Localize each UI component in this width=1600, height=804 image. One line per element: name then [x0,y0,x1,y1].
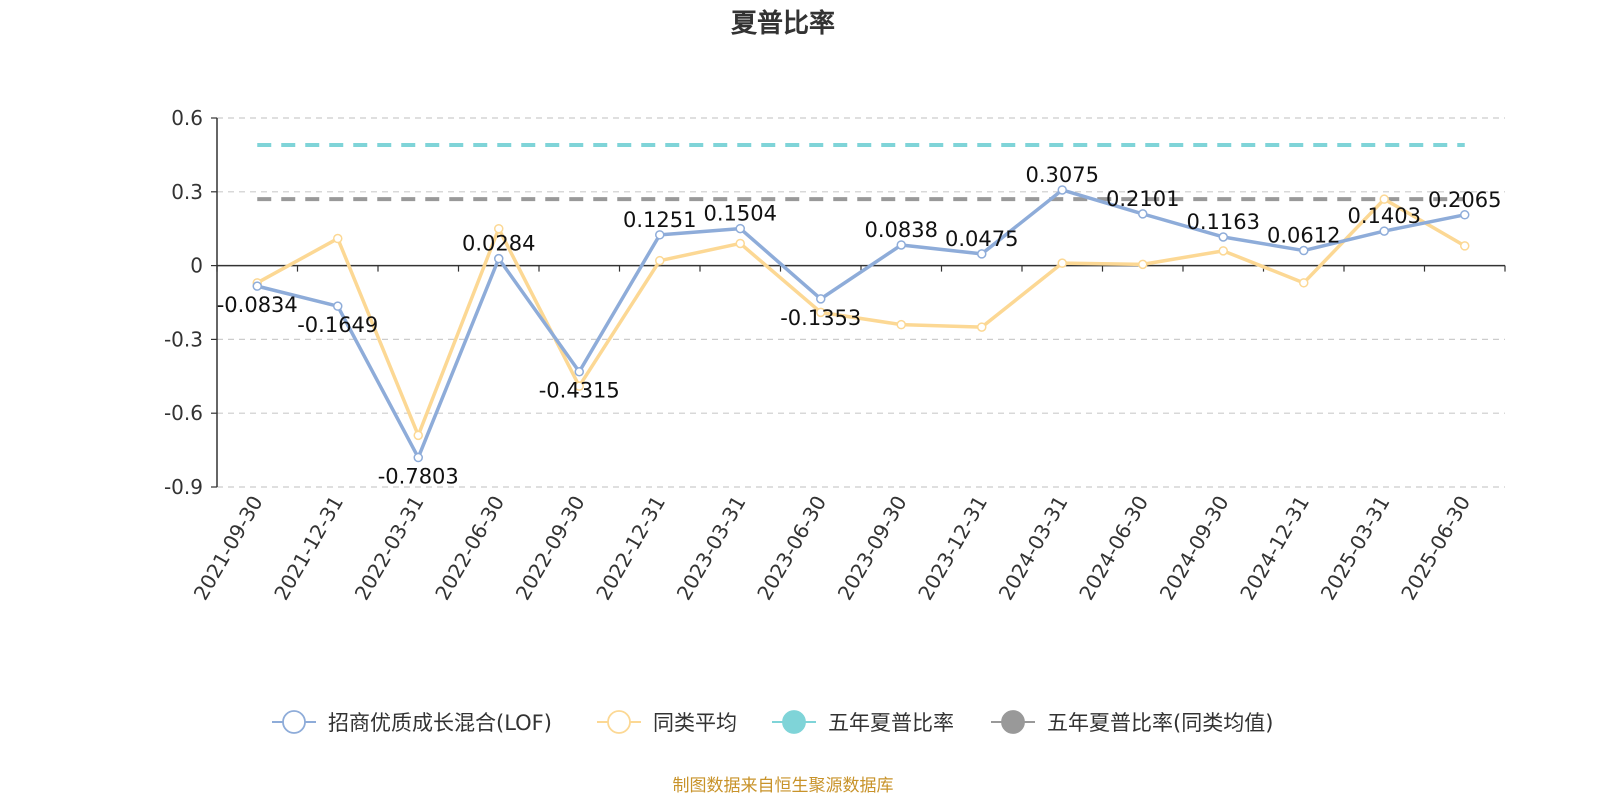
x-tick-label: 2021-09-30 [189,492,268,605]
series-point-0 [1379,226,1389,236]
data-label: -0.4315 [539,379,620,403]
x-tick-label: 2024-03-31 [994,492,1073,605]
series-point-1 [1138,259,1148,270]
series-line-1 [256,197,1466,438]
x-tick-label: 2023-09-30 [833,492,912,605]
series-point-0 [1218,232,1228,242]
reference-lines [257,143,1465,202]
series-point-0 [1299,245,1309,256]
series-lines [252,185,1470,463]
data-label: 0.0612 [1267,224,1340,248]
y-tick-label: -0.6 [164,401,203,425]
y-tick-label: 0.3 [171,180,203,204]
series-point-0 [494,253,504,264]
legend-marker [607,710,631,734]
series-point-0 [1057,185,1067,195]
x-tick-label: 2025-06-30 [1396,492,1475,605]
data-labels: -0.0834-0.1649 -0.7803 0.0284 -0.4315 0.1251… [217,163,1502,489]
legend-label: 五年夏普比率 [828,711,954,735]
series-point-1 [977,322,987,332]
series-point-1 [1379,194,1389,204]
series-point-1 [1057,258,1067,268]
legend-item-1[interactable]: 同类平均 [597,710,737,735]
data-label: -0.7803 [378,465,459,489]
x-tick-label: 2022-03-31 [350,492,429,605]
series-point-0 [655,230,665,240]
legend-label: 招商优质成长混合(LOF) [328,711,552,735]
x-tick-label: 2023-03-31 [672,492,751,605]
series-point-0 [252,281,262,291]
chart-title: 夏普比率 [731,8,835,39]
data-label: 0.1163 [1187,210,1260,234]
series-point-1 [413,430,423,441]
series-point-0 [816,294,826,304]
x-tick-label: 2022-12-31 [591,492,670,605]
series-point-1 [333,233,343,244]
x-tick-label: 2023-12-31 [913,492,992,605]
y-tick-label: 0 [190,254,203,278]
data-label: 0.1403 [1348,204,1421,228]
legend-marker [1001,710,1025,734]
data-label: 0.2101 [1106,187,1179,211]
series-point-1 [655,255,665,266]
legend-marker [782,710,806,734]
data-label: 0.0284 [462,232,535,256]
series-point-1 [1299,278,1309,288]
series-point-0 [1460,210,1470,220]
series-point-1 [735,238,745,249]
x-tick-label: 2022-06-30 [430,492,509,605]
grid-lines [217,117,1505,488]
x-tick-label: 2022-09-30 [511,492,590,605]
legend-label: 同类平均 [653,711,737,735]
series-point-0 [1138,209,1148,219]
series-point-1 [896,319,906,330]
series-point-1 [574,381,584,391]
series-point-0 [896,240,906,250]
series-point-0 [413,452,423,463]
source-note: 制图数据来自恒生聚源数据库 [673,776,894,796]
legend-label: 五年夏普比率(同类均值) [1047,711,1273,735]
axes [216,118,1505,487]
data-label: 0.0838 [865,218,938,242]
series-point-0 [333,301,343,311]
series-point-0 [735,223,745,234]
data-label: 0.3075 [1026,163,1099,187]
legend-item-0[interactable]: 招商优质成长混合(LOF) [272,710,552,735]
x-tick-label: 2024-12-31 [1235,492,1314,605]
data-label: -0.1353 [780,306,861,330]
series-point-0 [574,366,584,377]
x-tick-label: 2024-09-30 [1155,492,1234,605]
data-label: 0.1251 [623,208,696,232]
legend-marker [282,710,306,734]
data-label: 0.0475 [945,227,1018,251]
legend-item-3[interactable]: 五年夏普比率(同类均值) [991,710,1273,735]
x-tick-label: 2025-03-31 [1316,492,1395,605]
data-label: 0.1504 [704,202,777,226]
series-point-1 [1460,241,1470,251]
series-point-1 [494,223,504,234]
y-tick-label: -0.3 [164,327,203,351]
x-tick-label: 2021-12-31 [269,492,348,605]
series-point-0 [977,249,987,259]
data-label: -0.0834 [217,293,298,317]
y-axis-ticks: 0.6 0.3 0 -0.3 -0.6 -0.9 [164,106,217,499]
legend: 招商优质成长混合(LOF) 同类平均 五年夏普比率 五年夏普比率(同类均值) [272,710,1273,735]
series-point-1 [816,307,826,318]
series-line-0 [256,188,1466,460]
y-tick-label: 0.6 [171,106,203,130]
y-tick-label: -0.9 [164,475,203,499]
data-label: -0.1649 [297,313,378,337]
legend-item-2[interactable]: 五年夏普比率 [772,710,954,735]
data-label: 0.2065 [1428,188,1501,212]
x-tick-label: 2023-06-30 [752,492,831,605]
series-point-1 [1218,246,1228,256]
x-tick-label: 2024-06-30 [1074,492,1153,605]
